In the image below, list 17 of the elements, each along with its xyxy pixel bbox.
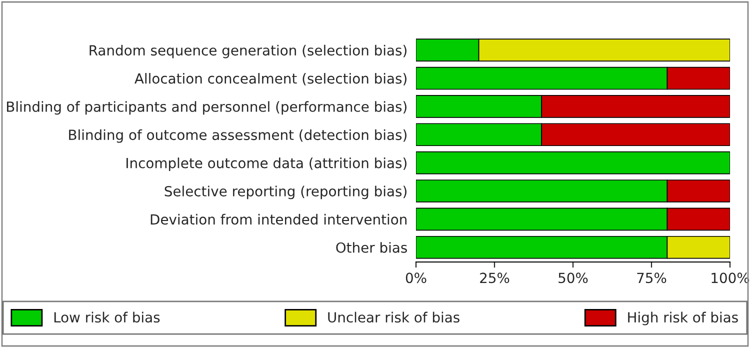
x-tick-label: 75%	[637, 272, 666, 284]
x-tick-label: 0%	[406, 272, 426, 284]
y-tick-label: Selective reporting (reporting bias)	[164, 186, 406, 200]
y-tick-label: Allocation concealment (selection bias)	[134, 72, 406, 86]
y-tick-label: Blinding of participants and personnel (performance bias)	[7, 101, 406, 115]
legend-label: High risk of bias	[628, 312, 738, 326]
y-tick-label: Blinding of outcome assessment (detection bias)	[69, 129, 406, 143]
legend-label: Low risk of bias	[54, 312, 160, 323]
y-tick-label: Random sequence generation (selection bias)	[90, 44, 406, 58]
bar	[416, 151, 730, 174]
y-tick-label: Deviation from intended intervention	[150, 214, 406, 225]
legend-label: Unclear risk of bias	[328, 312, 460, 323]
x-tick-label: 50%	[558, 272, 588, 284]
x-tick-label: 25%	[480, 272, 510, 284]
y-tick-label: Incomplete outcome data (attrition bias)	[126, 158, 406, 171]
x-tick-label: 100%	[712, 272, 750, 284]
y-tick-label: Other bias	[336, 242, 407, 253]
